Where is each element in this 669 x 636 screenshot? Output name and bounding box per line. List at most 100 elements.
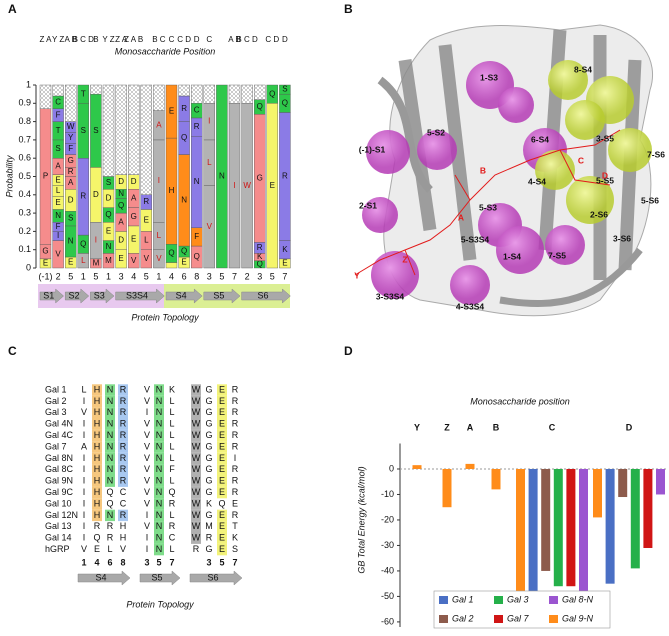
residue: R bbox=[232, 419, 239, 429]
category-label: B bbox=[493, 422, 500, 432]
category-label: Y bbox=[414, 422, 420, 432]
position-label: D bbox=[194, 35, 200, 44]
residue-highlight bbox=[191, 498, 201, 510]
residue: C bbox=[169, 533, 176, 543]
residue-letter: K bbox=[282, 245, 288, 254]
residue-letter: N bbox=[106, 242, 112, 251]
residue: N bbox=[156, 441, 163, 451]
residue: L bbox=[169, 510, 174, 520]
bar bbox=[566, 468, 576, 587]
residue: I bbox=[83, 464, 86, 474]
topology-position: 8 bbox=[120, 557, 125, 567]
residue-highlight bbox=[118, 509, 128, 522]
residue-letter: G bbox=[131, 212, 137, 221]
topology-position: 4 bbox=[94, 557, 99, 567]
residue: H bbox=[94, 441, 101, 451]
unassigned-area bbox=[140, 84, 153, 196]
y-tick-label: 1 bbox=[26, 79, 31, 89]
residue-letter: E bbox=[43, 259, 48, 268]
residue: T bbox=[232, 521, 238, 531]
residue: V bbox=[144, 441, 150, 451]
residue-highlight bbox=[92, 418, 102, 430]
residue-highlight bbox=[217, 543, 227, 556]
topology-position: 6 bbox=[107, 557, 112, 567]
residue: R bbox=[232, 407, 239, 417]
topology-position: 1 bbox=[106, 271, 111, 281]
unassigned-area bbox=[127, 84, 140, 175]
residue: E bbox=[219, 487, 225, 497]
residue-highlight bbox=[105, 475, 115, 487]
category-label: D bbox=[626, 422, 633, 432]
topology-position: 6 bbox=[182, 271, 187, 281]
residue: E bbox=[219, 430, 225, 440]
topology-position: 1 bbox=[81, 557, 86, 567]
gene-name: Gal 4C bbox=[45, 430, 74, 440]
residue: N bbox=[107, 384, 114, 394]
residue-letter: Q bbox=[105, 210, 111, 219]
logo-segment bbox=[266, 84, 278, 104]
residue: E bbox=[219, 419, 225, 429]
residue: E bbox=[219, 521, 225, 531]
y-tick-label: 0.6 bbox=[18, 153, 31, 163]
residue-letter: R bbox=[68, 167, 74, 176]
residue-letter: G bbox=[68, 156, 74, 165]
residue: I bbox=[83, 419, 86, 429]
residue-highlight bbox=[191, 452, 201, 465]
residue: R bbox=[232, 510, 239, 520]
residue-highlight bbox=[92, 429, 102, 442]
residue-highlight bbox=[154, 452, 164, 465]
residue: I bbox=[83, 487, 86, 497]
y-tick-label: 0.2 bbox=[18, 226, 31, 236]
unassigned-area bbox=[102, 84, 115, 177]
strand-label: S6 bbox=[207, 572, 218, 582]
residue-letter: S bbox=[282, 85, 287, 94]
residue: H bbox=[94, 464, 101, 474]
residue: N bbox=[107, 464, 114, 474]
topology-position: 3 bbox=[207, 271, 212, 281]
residue-letter: F bbox=[56, 110, 61, 119]
residue-letter: A bbox=[55, 162, 61, 171]
residue: N bbox=[107, 441, 114, 451]
topology-position: 5 bbox=[156, 557, 161, 567]
unassigned-area bbox=[115, 84, 127, 175]
residue: G bbox=[205, 419, 212, 429]
y-tick-label: -20 bbox=[381, 514, 394, 524]
y-tick-label: 0.4 bbox=[18, 189, 31, 199]
residue-letter: L bbox=[81, 256, 86, 265]
residue: N bbox=[156, 384, 163, 394]
residue-letter: Q bbox=[194, 252, 200, 261]
topology-position: 7 bbox=[232, 271, 237, 281]
residue: N bbox=[156, 396, 163, 406]
sugar-label: Y bbox=[354, 270, 360, 280]
residue-label: 4-S3S4 bbox=[456, 301, 485, 311]
residue: R bbox=[232, 384, 239, 394]
residue-letter: N bbox=[55, 211, 61, 220]
residue-letter: E bbox=[181, 258, 186, 267]
residue-highlight bbox=[217, 532, 227, 544]
residue-highlight bbox=[154, 486, 164, 499]
residue: N bbox=[107, 430, 114, 440]
residue-highlight bbox=[154, 418, 164, 430]
residue: Q bbox=[106, 498, 113, 508]
residue-highlight bbox=[105, 452, 115, 465]
residue-letter: V bbox=[131, 256, 137, 265]
residue: G bbox=[205, 453, 212, 463]
residue: K bbox=[206, 498, 212, 508]
residue-highlight bbox=[217, 407, 227, 419]
residue-letter: N bbox=[118, 189, 124, 198]
residue: E bbox=[94, 544, 100, 554]
residue-highlight bbox=[92, 395, 102, 408]
residue: E bbox=[219, 544, 225, 554]
unassigned-area bbox=[90, 84, 102, 95]
residue-highlight bbox=[191, 464, 201, 476]
residue: Q bbox=[168, 487, 175, 497]
strand-arrow bbox=[64, 288, 90, 304]
residue: I bbox=[146, 544, 149, 554]
residue-highlight bbox=[105, 464, 115, 476]
residue-letter: F bbox=[56, 222, 61, 231]
gene-name: Gal 9C bbox=[45, 487, 74, 497]
residue: L bbox=[169, 407, 174, 417]
residue: I bbox=[83, 476, 86, 486]
residue-highlight bbox=[154, 532, 164, 544]
y-tick-label: 0 bbox=[389, 463, 394, 473]
